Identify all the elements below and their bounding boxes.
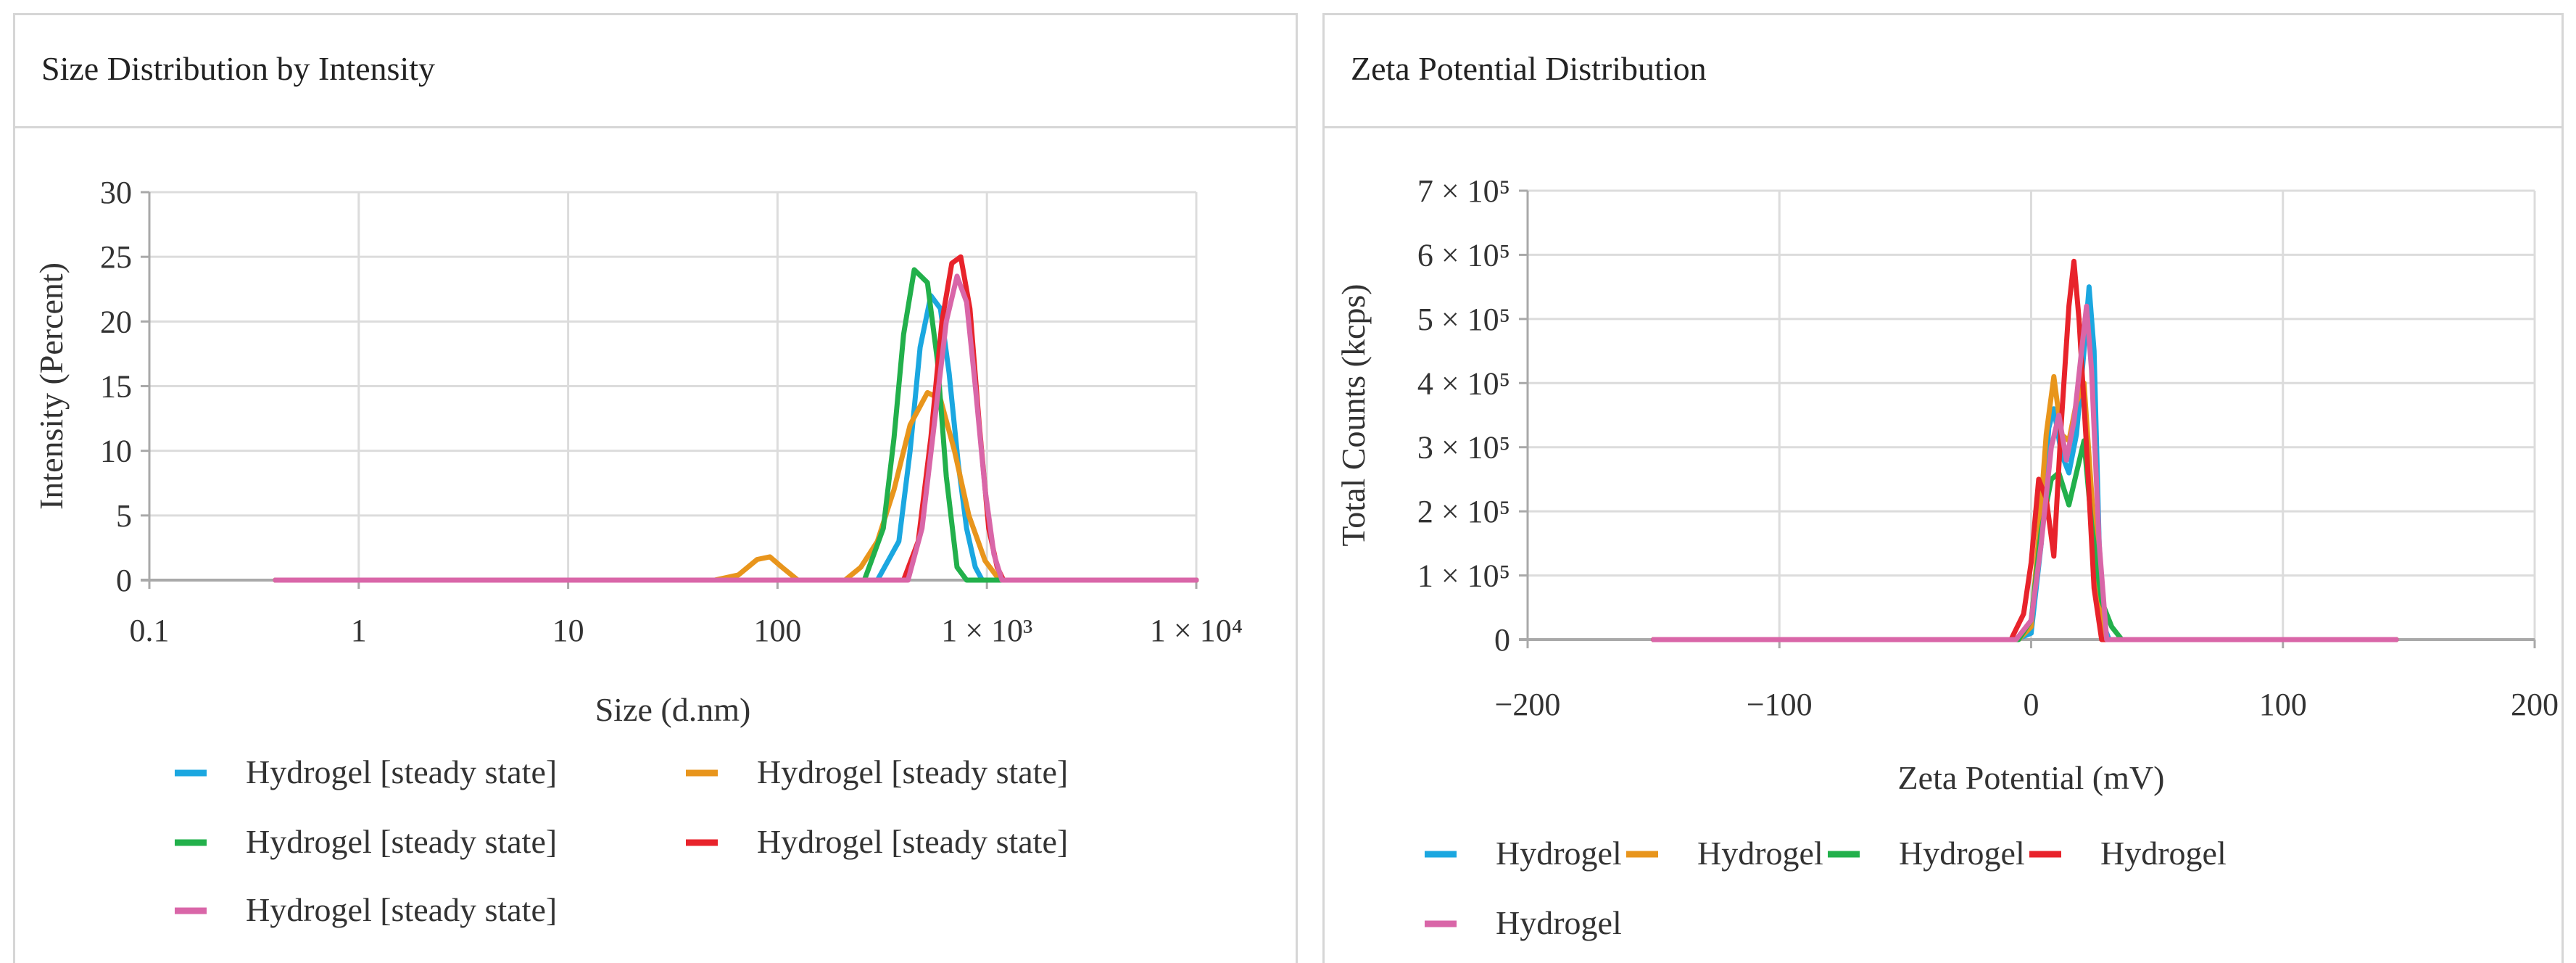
x-tick-label: 1 × 10³ [941,613,1032,648]
y-tick-label: 0 [1494,622,1510,658]
size-distribution-chart: 0 5 10 15 20 25 30 0.1 1 10 100 1 × 10³ 1 × 10⁴ Size … [33,175,1243,928]
x-tick-label: 200 [2511,687,2559,722]
x-tick-label: 0 [2024,687,2039,722]
legend-label: Hydrogel [steady state] [246,891,557,928]
x-tick-label: 100 [753,613,801,648]
x-tick-label: 0.1 [130,613,170,648]
series-line [273,254,1199,583]
x-axis-title: Zeta Potential (mV) [1898,759,2165,796]
legend-label: Hydrogel [steady state] [757,753,1068,790]
series-line [273,293,1199,583]
x-tick-label: 1 × 10⁴ [1150,613,1243,648]
size-distribution-panel: Size Distribution by Intensity [13,13,1298,963]
x-tick-label: 100 [2259,687,2307,722]
zeta-potential-chart: 0 1 × 10⁵ 2 × 10⁵ 3 × 10⁵ 4 × 10⁵ 5 × 10⁵ 6 × … [1335,173,2559,941]
x-axis-title: Size (d.nm) [595,691,751,728]
series-line [1651,303,2399,642]
y-tick-label: 4 × 10⁵ [1417,365,1510,401]
y-tick-label: 20 [100,304,132,339]
legend-label: Hydrogel [2100,835,2227,872]
x-tick-label: 10 [552,613,584,648]
y-tick-label: 10 [100,434,132,469]
y-tick-label: 0 [116,563,132,598]
y-tick-label: 1 × 10⁵ [1417,558,1510,594]
y-tick-label: 30 [100,175,132,210]
legend-label: Hydrogel [steady state] [246,823,557,860]
series-line [1651,284,2399,642]
y-tick-label: 5 [116,498,132,534]
y-tick-label: 7 × 10⁵ [1417,173,1510,209]
legend-label: Hydrogel [1496,904,1622,941]
y-tick-label: 5 × 10⁵ [1417,302,1510,337]
legend-label: Hydrogel [1496,835,1622,872]
series-line [273,273,1199,583]
legend-label: Hydrogel [steady state] [757,823,1068,860]
legend-label: Hydrogel [1899,835,2025,872]
y-tick-label: 15 [100,369,132,405]
x-tick-label: −100 [1747,687,1813,722]
zeta-potential-panel: Zeta Potential Distribution [1322,13,2564,963]
panel-title: Size Distribution by Intensity [15,15,1296,128]
y-axis-title: Intensity (Percent) [33,263,70,510]
panel-title: Zeta Potential Distribution [1325,15,2561,128]
legend-label: Hydrogel [steady state] [246,753,557,790]
x-tick-label: 1 [351,613,367,648]
y-tick-label: 2 × 10⁵ [1417,494,1510,529]
y-axis-title: Total Counts (kcps) [1335,284,1372,546]
y-tick-label: 6 × 10⁵ [1417,237,1510,273]
y-tick-label: 25 [100,239,132,275]
legend-label: Hydrogel [1697,835,1823,872]
x-tick-label: −200 [1495,687,1561,722]
y-tick-label: 3 × 10⁵ [1417,430,1510,466]
series-line [273,389,1199,583]
series-line [273,267,1199,583]
